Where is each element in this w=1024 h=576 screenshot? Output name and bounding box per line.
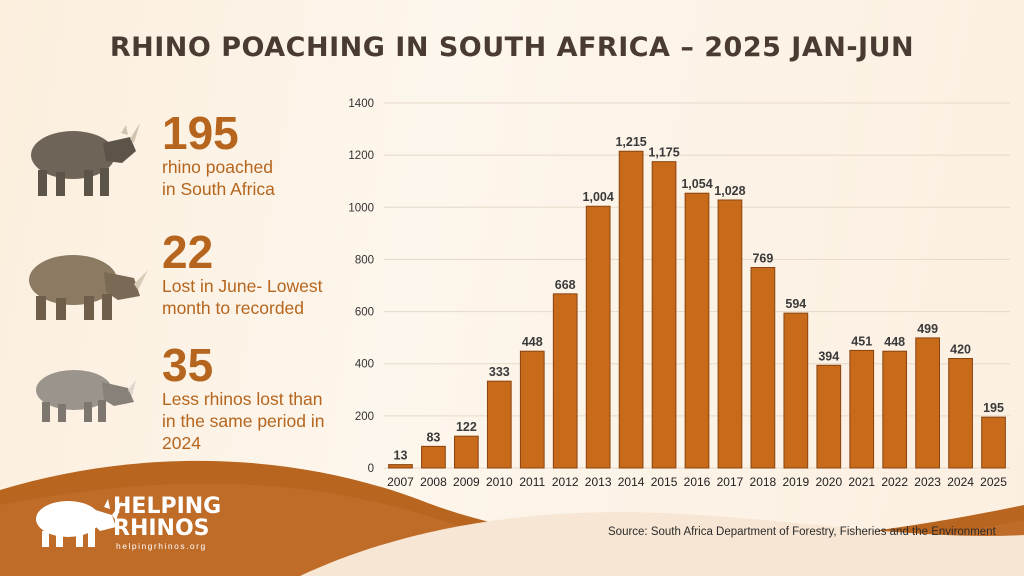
stat-desc-line: Less rhinos lost than bbox=[162, 389, 323, 409]
x-tick-label: 2007 bbox=[387, 475, 414, 489]
bar bbox=[849, 349, 875, 469]
bar bbox=[882, 350, 908, 469]
x-tick-label: 2016 bbox=[684, 475, 711, 489]
x-tick-label: 2023 bbox=[914, 475, 941, 489]
bar bbox=[486, 380, 512, 469]
bar bbox=[552, 293, 578, 469]
data-label: 394 bbox=[818, 349, 839, 363]
x-tick-label: 2012 bbox=[552, 475, 579, 489]
x-tick-label: 2021 bbox=[848, 475, 875, 489]
y-tick-label: 800 bbox=[355, 254, 374, 266]
data-label: 1,215 bbox=[615, 135, 646, 149]
data-label: 1,054 bbox=[681, 177, 712, 191]
bar bbox=[388, 464, 413, 469]
stat-number: 195 bbox=[162, 107, 239, 159]
stat-fewer-than-2024: 35 Less rhinos lost than in the same per… bbox=[162, 342, 324, 454]
x-tick-label: 2024 bbox=[947, 475, 974, 489]
y-tick-label: 0 bbox=[368, 463, 374, 475]
y-tick-label: 200 bbox=[355, 411, 374, 423]
bar bbox=[651, 161, 677, 469]
data-label: 1,004 bbox=[583, 190, 614, 204]
data-label: 594 bbox=[785, 297, 806, 311]
x-tick-label: 2015 bbox=[651, 475, 678, 489]
logo-line1: HELPING bbox=[113, 494, 222, 519]
stat-desc-line: Lost in June- Lowest bbox=[162, 276, 323, 296]
bar bbox=[783, 312, 809, 469]
bar bbox=[915, 337, 940, 469]
stat-poached: 195 rhino poached in South Africa bbox=[162, 110, 275, 200]
white-rhino-icon bbox=[29, 255, 148, 320]
y-tick-label: 1200 bbox=[348, 150, 374, 162]
data-label: 13 bbox=[394, 449, 408, 463]
data-label: 448 bbox=[884, 335, 905, 349]
stat-desc-line: rhino poached bbox=[162, 157, 273, 177]
stat-desc-line: in South Africa bbox=[162, 179, 275, 199]
logo-wordmark[interactable]: HELPING RHINOS bbox=[113, 496, 221, 540]
x-tick-label: 2010 bbox=[486, 475, 513, 489]
x-tick-label: 2017 bbox=[717, 475, 744, 489]
y-tick-label: 400 bbox=[355, 359, 374, 371]
logo-line2: RHINOS bbox=[113, 516, 210, 541]
x-tick-label: 2022 bbox=[881, 475, 908, 489]
data-label: 499 bbox=[917, 322, 938, 336]
bar bbox=[717, 199, 743, 469]
data-label: 420 bbox=[950, 343, 971, 357]
x-tick-label: 2014 bbox=[618, 475, 645, 489]
bar bbox=[618, 150, 644, 469]
page-title: RHINO POACHING IN SOUTH AFRICA – 2025 JA… bbox=[109, 32, 915, 63]
logo-url[interactable]: helpingrhinos.org bbox=[116, 541, 207, 551]
stat-desc-line: in the same period in bbox=[162, 411, 325, 431]
data-label: 451 bbox=[851, 334, 872, 348]
source-citation: Source: South Africa Department of Fores… bbox=[608, 526, 996, 538]
bar bbox=[750, 267, 776, 469]
stat-number: 35 bbox=[162, 339, 214, 391]
stat-number: 22 bbox=[162, 226, 214, 278]
y-tick-label: 1000 bbox=[348, 202, 374, 214]
stat-desc-line: 2024 bbox=[162, 433, 201, 453]
bar bbox=[454, 435, 479, 469]
data-label: 195 bbox=[983, 401, 1004, 415]
y-tick-label: 1400 bbox=[348, 98, 374, 110]
x-tick-label: 2013 bbox=[585, 475, 612, 489]
data-label: 1,028 bbox=[714, 184, 745, 198]
data-label: 333 bbox=[489, 365, 510, 379]
helping-rhinos-logo-icon bbox=[36, 499, 122, 547]
x-tick-label: 2009 bbox=[453, 475, 480, 489]
cream-wave bbox=[300, 512, 1024, 576]
stat-desc-line: month to recorded bbox=[162, 298, 305, 318]
bar bbox=[519, 350, 545, 469]
bar bbox=[981, 416, 1006, 469]
stat-june: 22 Lost in June- Lowest month to recorde… bbox=[162, 229, 323, 319]
x-tick-label: 2018 bbox=[750, 475, 777, 489]
x-tick-label: 2019 bbox=[782, 475, 809, 489]
rhino-calf-icon bbox=[36, 370, 136, 422]
x-tick-label: 2020 bbox=[815, 475, 842, 489]
bar bbox=[585, 205, 611, 469]
x-tick-label: 2011 bbox=[519, 475, 545, 489]
bar bbox=[684, 192, 710, 469]
bar-chart: 0 200 400 600 800 1000 1200 1400 13 2007 83 2008 122… bbox=[348, 98, 1010, 489]
black-rhino-icon bbox=[31, 123, 140, 196]
data-label: 1,175 bbox=[648, 146, 679, 160]
y-tick-label: 600 bbox=[355, 307, 374, 319]
x-tick-label: 2025 bbox=[980, 475, 1007, 489]
bar bbox=[816, 364, 842, 469]
x-tick-label: 2008 bbox=[420, 475, 447, 489]
data-label: 668 bbox=[555, 278, 576, 292]
data-label: 769 bbox=[752, 252, 773, 266]
bar bbox=[948, 358, 973, 469]
data-label: 448 bbox=[522, 335, 543, 349]
data-label: 83 bbox=[426, 430, 440, 444]
data-label: 122 bbox=[456, 420, 477, 434]
bar bbox=[421, 445, 446, 469]
